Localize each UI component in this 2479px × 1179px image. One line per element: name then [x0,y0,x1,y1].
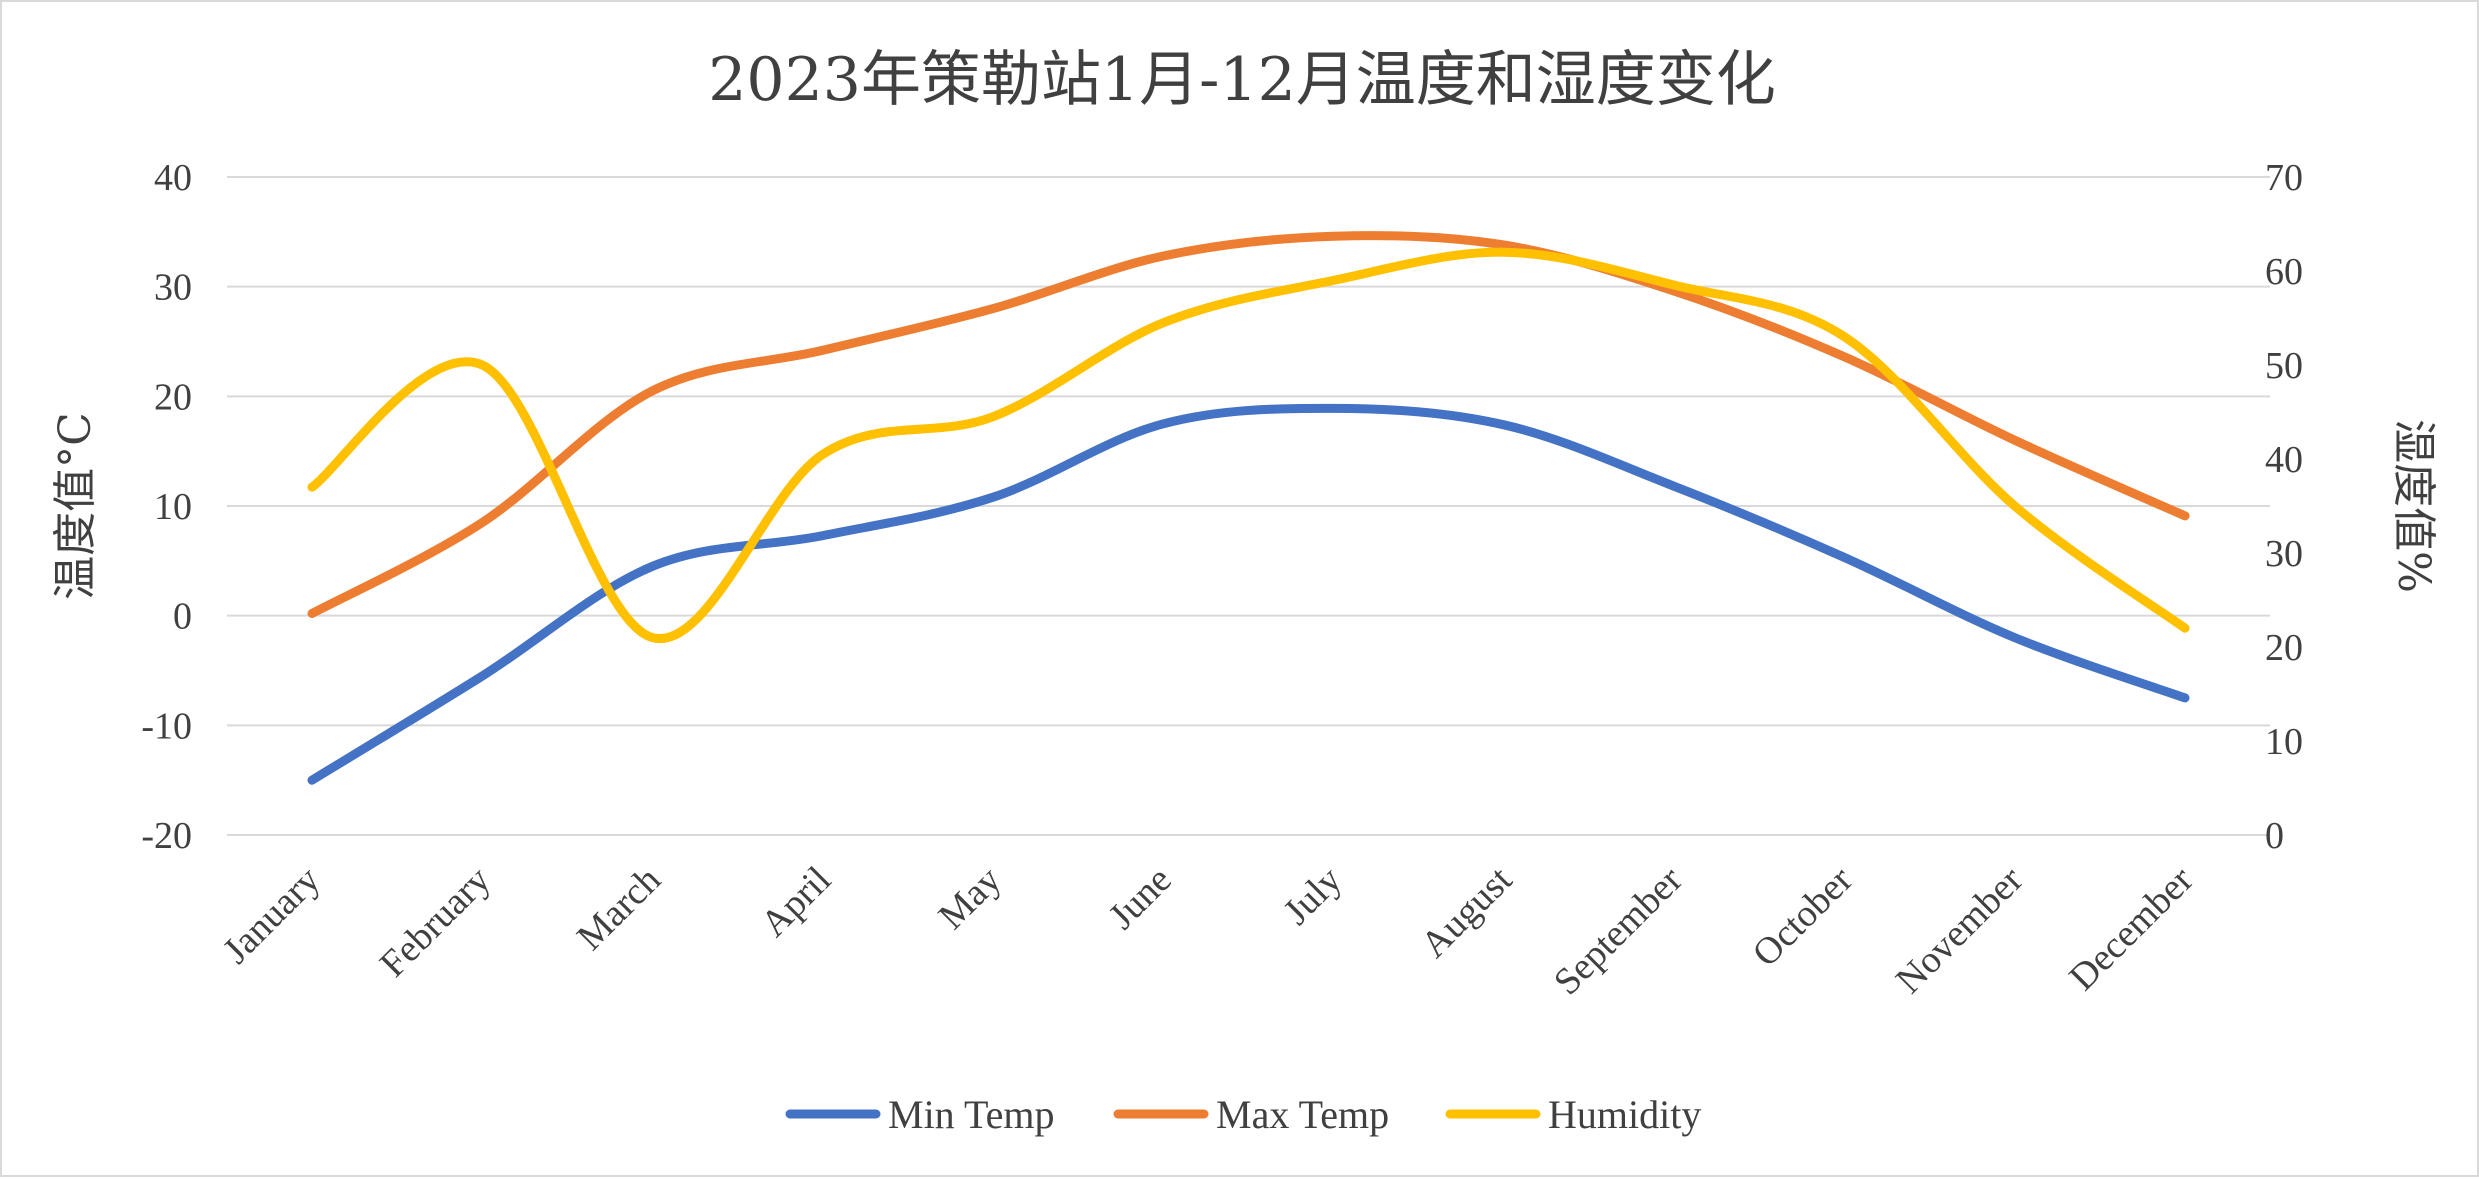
left-tick-label: 10 [154,486,192,528]
right-tick-label: 50 [2265,345,2303,387]
x-tick-label: March [569,859,669,959]
left-axis-ticks: 40 30 20 10 0 -10 -20 [141,157,192,857]
left-tick-label: 40 [154,157,192,199]
right-axis-ticks: 70 60 50 40 30 20 10 0 [2265,157,2303,857]
right-tick-label: 70 [2265,157,2303,199]
x-tick-label: November [1888,858,2031,1001]
series-lines [307,231,2190,785]
left-tick-label: 20 [154,376,192,418]
x-tick-label: May [931,859,1010,938]
x-axis-ticks: January February March April May June July Augu… [215,858,2202,1003]
x-tick-label: June [1101,859,1180,938]
right-tick-label: 20 [2265,627,2303,669]
right-tick-label: 30 [2265,533,2303,575]
series-line-min-temp [307,403,2190,785]
left-tick-label: -10 [141,705,192,747]
right-tick-label: 0 [2265,815,2284,857]
right-tick-label: 40 [2265,439,2303,481]
x-tick-label: April [753,859,839,945]
x-tick-label: October [1745,858,1861,974]
x-tick-label: December [2061,858,2201,998]
x-tick-label: January [215,859,328,972]
legend-label-max-temp: Max Temp [1216,1092,1389,1137]
gridlines [227,176,2270,836]
series-line-max-temp [307,231,2190,618]
x-tick-label: July [1276,859,1351,934]
x-tick-label: September [1546,858,1691,1003]
left-tick-label: -20 [141,815,192,857]
right-tick-label: 10 [2265,721,2303,763]
x-tick-label: August [1413,858,1521,966]
right-axis-title: 湿度值% [2388,419,2439,593]
legend: Min Temp Max Temp Humidity [785,1092,1701,1137]
left-tick-label: 0 [173,596,192,638]
right-tick-label: 60 [2265,251,2303,293]
left-tick-label: 30 [154,267,192,309]
x-tick-label: February [372,859,499,986]
legend-label-humidity: Humidity [1548,1092,1701,1137]
legend-label-min-temp: Min Temp [888,1092,1054,1137]
series-line-humidity [307,247,2190,643]
chart-title: 2023年策勒站1月-12月温度和湿度变化 [708,45,1776,115]
left-axis-title: 温度值°C [50,412,101,600]
